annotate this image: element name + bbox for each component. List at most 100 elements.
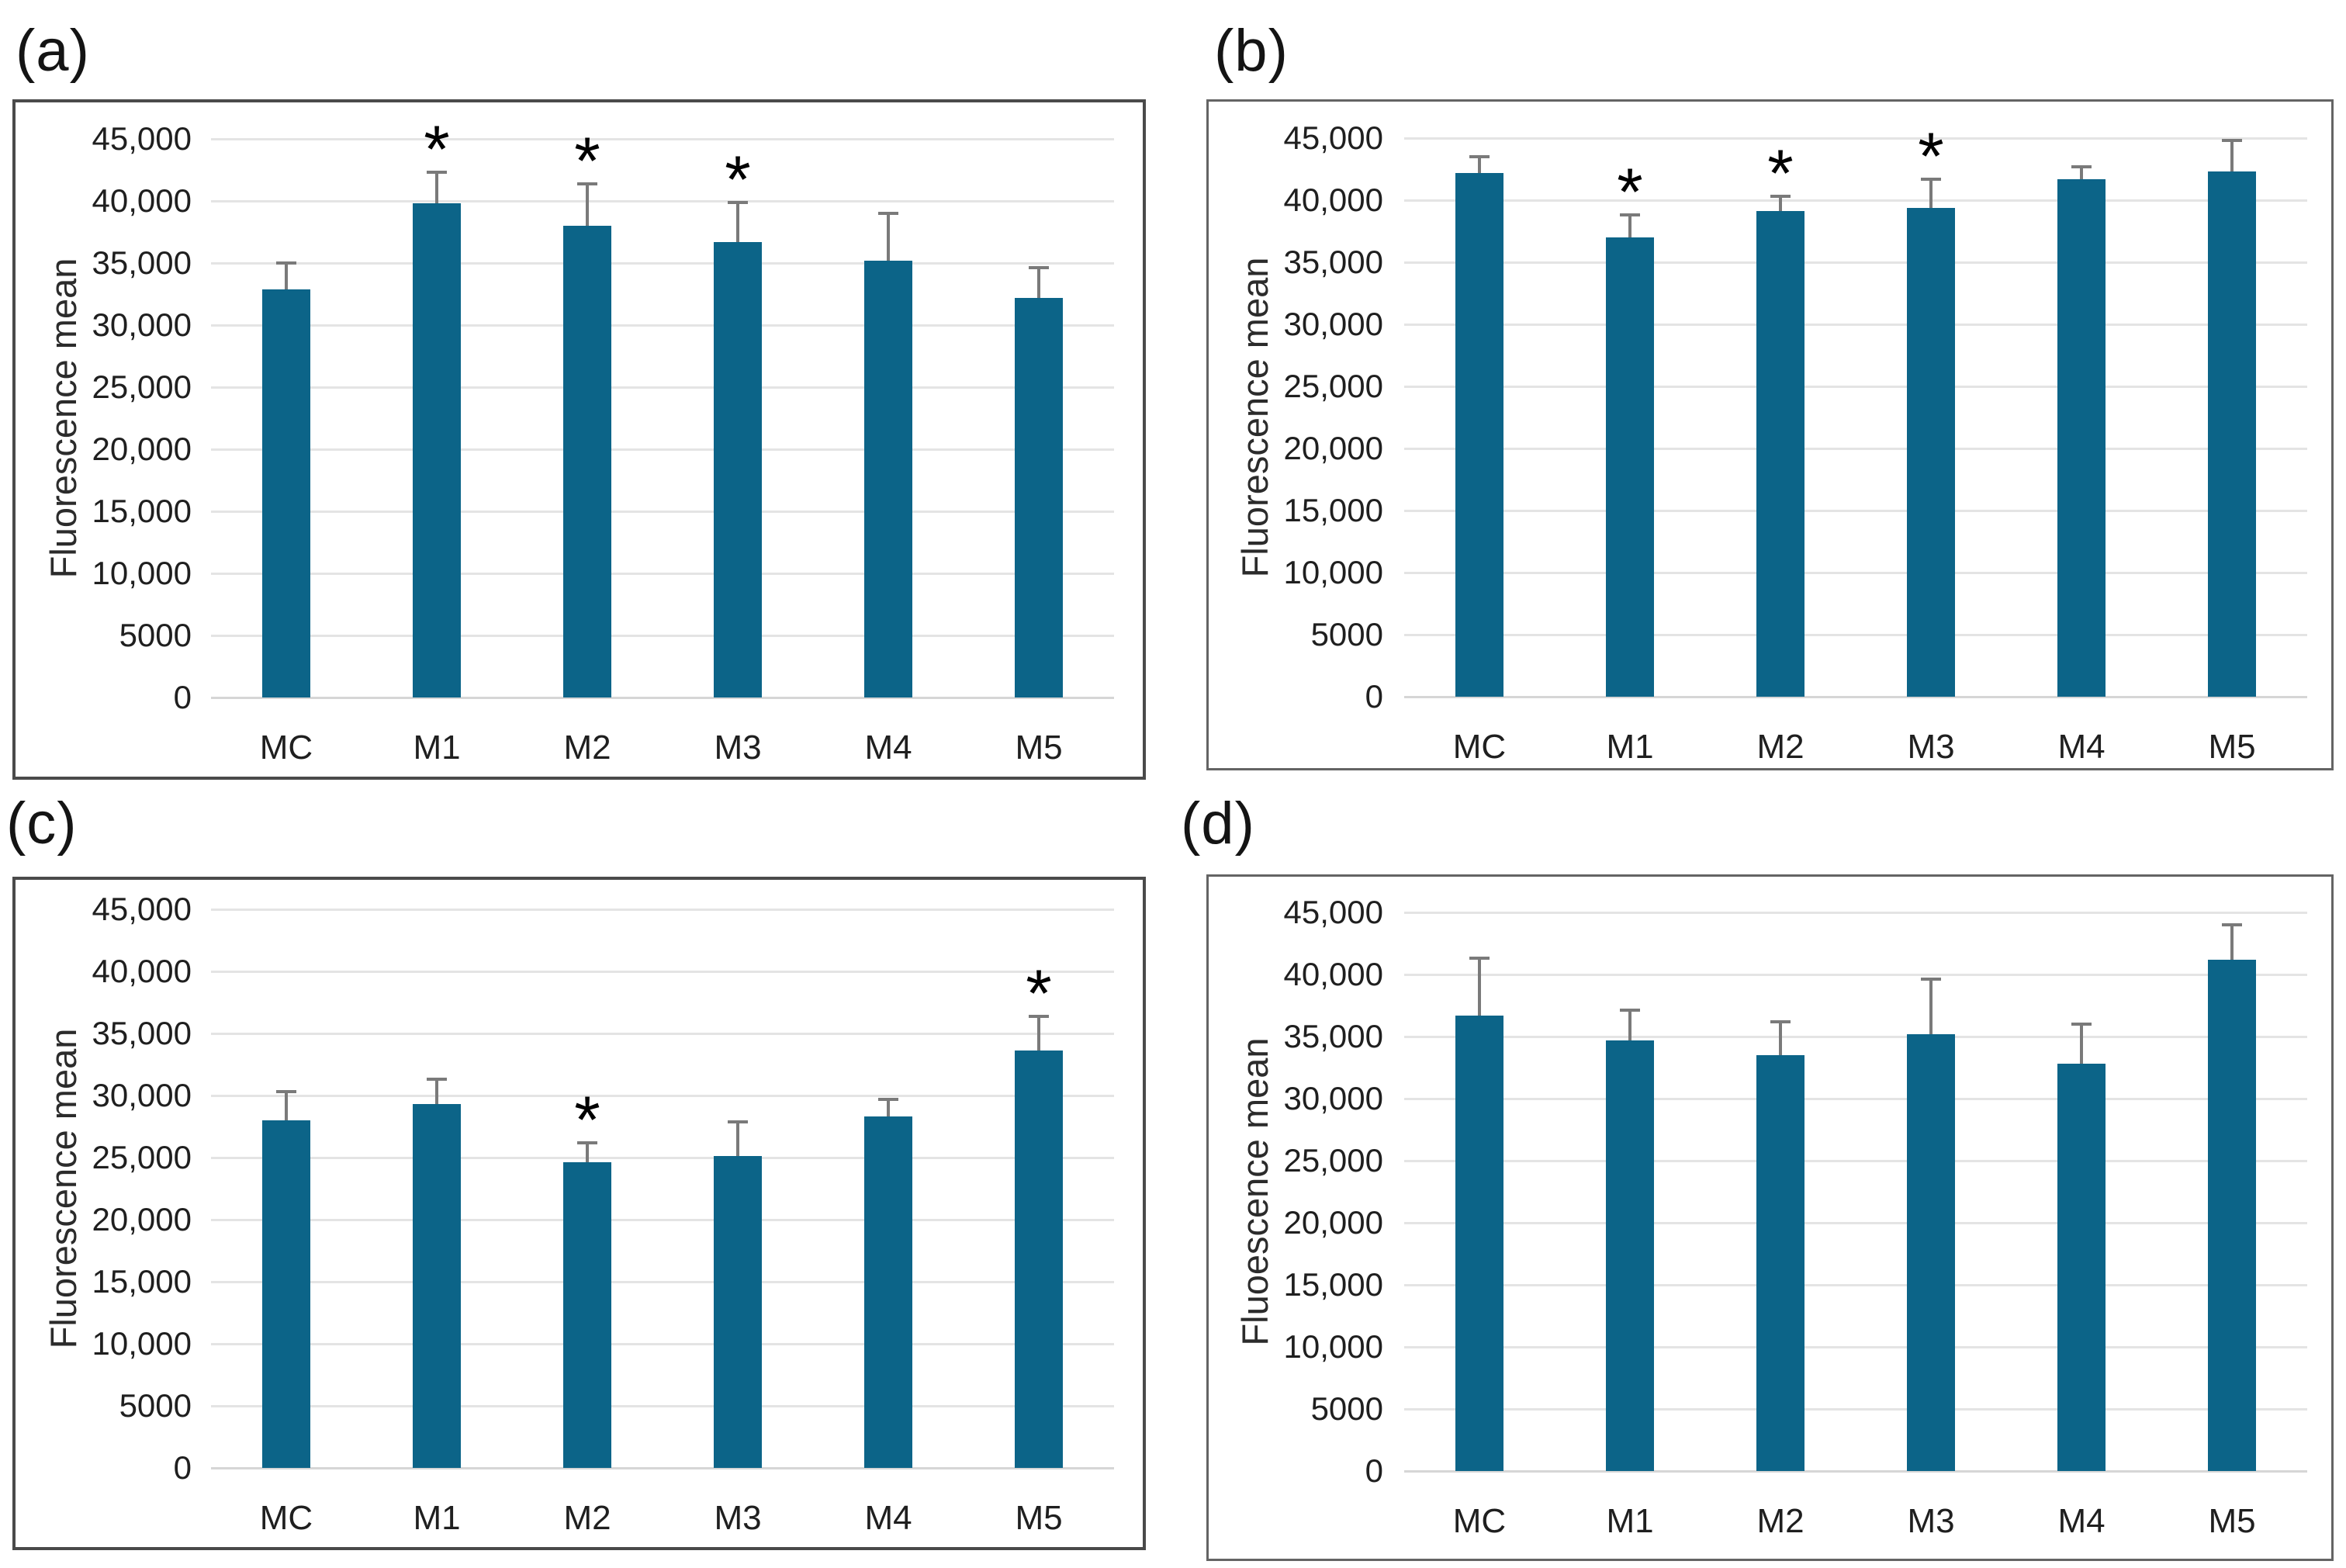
y-tick-label: 30,000 xyxy=(1283,1080,1383,1116)
y-tick-label: 30,000 xyxy=(92,1077,192,1113)
y-tick-label: 20,000 xyxy=(1283,1204,1383,1241)
y-tick-label: 30,000 xyxy=(92,306,192,343)
panel-label-b: (b) xyxy=(1214,18,1289,84)
x-category-label-m5: M5 xyxy=(1015,1499,1063,1537)
x-category-label-m3: M3 xyxy=(714,1499,762,1537)
y-tick-label: 0 xyxy=(173,1449,192,1486)
x-category-label-mc: MC xyxy=(259,1499,313,1537)
x-axis-line xyxy=(1404,695,2307,698)
x-axis-line xyxy=(1404,1469,2307,1473)
y-tick-label: 25,000 xyxy=(1283,1142,1383,1179)
y-gridline xyxy=(1404,571,2307,574)
y-gridline xyxy=(1404,1345,2307,1348)
y-tick-label: 35,000 xyxy=(1283,1018,1383,1054)
x-axis-line xyxy=(211,696,1114,699)
y-tick-label: 25,000 xyxy=(1283,368,1383,404)
y-tick-label: 40,000 xyxy=(92,182,192,219)
error-bar-cap xyxy=(2071,164,2092,168)
error-bar-line xyxy=(2080,1024,2083,1064)
y-gridline xyxy=(1404,633,2307,636)
y-tick-label: 10,000 xyxy=(92,555,192,591)
x-category-label-m1: M1 xyxy=(1606,1502,1654,1540)
error-bar-cap xyxy=(1770,195,1791,199)
x-category-label-mc: MC xyxy=(1452,728,1507,766)
bar-m1 xyxy=(413,203,461,697)
y-tick-label: 25,000 xyxy=(92,369,192,405)
y-tick-label: 15,000 xyxy=(1283,492,1383,528)
significance-asterisk: * xyxy=(424,112,450,188)
error-bar-cap xyxy=(2071,1023,2092,1026)
panel-label-a: (a) xyxy=(16,18,90,84)
y-gridline xyxy=(1404,323,2307,326)
y-axis-title: Fluorescence mean xyxy=(43,258,84,579)
error-bar-cap xyxy=(577,1141,597,1144)
y-tick-label: 5000 xyxy=(1310,1390,1383,1427)
y-tick-label: 30,000 xyxy=(1283,306,1383,342)
error-bar-line xyxy=(586,1142,589,1163)
error-bar-cap xyxy=(728,200,748,204)
bar-m5 xyxy=(2208,959,2256,1471)
error-bar-line xyxy=(2230,140,2234,172)
x-category-label-m4: M4 xyxy=(864,1499,912,1537)
error-bar-cap xyxy=(276,1090,296,1094)
y-gridline xyxy=(1404,385,2307,388)
y-gridline xyxy=(211,137,1114,140)
y-tick-label: 45,000 xyxy=(92,891,192,927)
x-category-label-m1: M1 xyxy=(413,1499,461,1537)
y-tick-label: 15,000 xyxy=(92,493,192,529)
y-tick-label: 15,000 xyxy=(92,1263,192,1300)
x-category-label-m4: M4 xyxy=(2057,1502,2106,1540)
y-tick-label: 15,000 xyxy=(1283,1266,1383,1303)
y-gridline xyxy=(1404,1097,2307,1100)
error-bar-cap xyxy=(427,1078,447,1082)
error-bar-line xyxy=(435,172,438,204)
x-category-label-m4: M4 xyxy=(864,729,912,767)
panel-label-c: (c) xyxy=(6,791,78,857)
error-bar-line xyxy=(285,1092,288,1120)
y-gridline xyxy=(211,572,1114,575)
y-gridline xyxy=(1404,137,2307,140)
y-tick-label: 40,000 xyxy=(1283,956,1383,992)
x-category-label-mc: MC xyxy=(1452,1502,1507,1540)
error-bar-cap xyxy=(1921,978,1941,981)
error-bar-cap xyxy=(1029,266,1049,270)
y-gridline xyxy=(1404,911,2307,914)
y-gridline xyxy=(1404,509,2307,512)
y-gridline xyxy=(1404,1283,2307,1286)
x-axis-line xyxy=(211,1466,1114,1469)
y-tick-label: 40,000 xyxy=(92,953,192,989)
x-category-label-m1: M1 xyxy=(1606,728,1654,766)
y-gridline xyxy=(1404,1159,2307,1162)
y-gridline xyxy=(211,261,1114,265)
error-bar-cap xyxy=(427,171,447,175)
error-bar-cap xyxy=(1029,1014,1049,1018)
y-tick-label: 35,000 xyxy=(92,1015,192,1051)
bar-m2 xyxy=(563,226,611,697)
y-gridline xyxy=(211,1280,1114,1283)
error-bar-line xyxy=(887,1099,890,1117)
significance-asterisk: * xyxy=(574,1082,600,1158)
error-bar-line xyxy=(736,1121,739,1157)
y-tick-label: 35,000 xyxy=(92,244,192,281)
bar-m5 xyxy=(1015,1051,1063,1468)
y-tick-label: 0 xyxy=(1365,678,1383,715)
bar-m4 xyxy=(2057,1064,2106,1471)
y-gridline xyxy=(211,970,1114,973)
x-category-label-m4: M4 xyxy=(2057,728,2106,766)
significance-asterisk: * xyxy=(725,142,751,217)
bar-m3 xyxy=(1907,1033,1955,1471)
error-bar-cap xyxy=(1469,957,1490,961)
y-gridline xyxy=(211,1342,1114,1345)
y-gridline xyxy=(1404,199,2307,202)
y-tick-label: 10,000 xyxy=(92,1325,192,1362)
error-bar-line xyxy=(1929,979,1933,1034)
y-tick-label: 20,000 xyxy=(92,431,192,467)
error-bar-cap xyxy=(577,182,597,185)
bar-m4 xyxy=(2057,178,2106,697)
y-gridline xyxy=(211,1156,1114,1159)
error-bar-line xyxy=(2080,166,2083,179)
x-category-label-m2: M2 xyxy=(563,1499,611,1537)
y-tick-label: 0 xyxy=(173,679,192,715)
y-gridline xyxy=(211,908,1114,911)
